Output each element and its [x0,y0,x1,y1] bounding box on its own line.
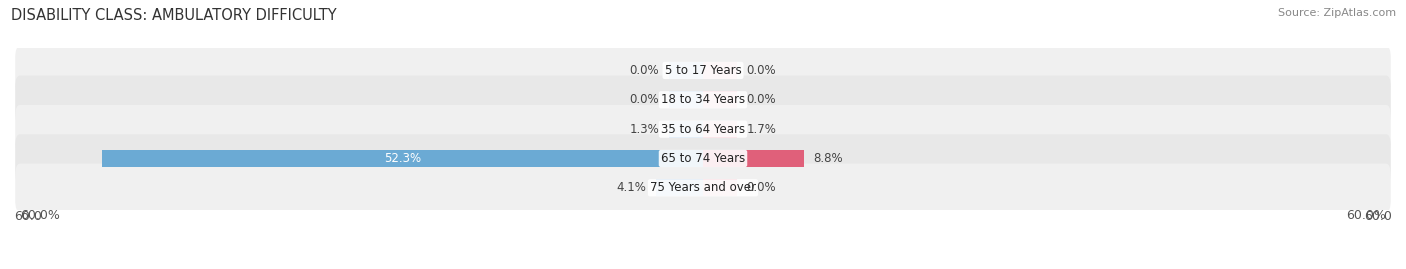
FancyBboxPatch shape [15,164,1391,212]
Text: 1.7%: 1.7% [747,123,776,136]
Text: DISABILITY CLASS: AMBULATORY DIFFICULTY: DISABILITY CLASS: AMBULATORY DIFFICULTY [11,8,337,23]
Text: 52.3%: 52.3% [384,152,422,165]
Text: 60.0%: 60.0% [1347,209,1386,222]
FancyBboxPatch shape [15,76,1391,124]
FancyBboxPatch shape [15,105,1391,153]
Text: 18 to 34 Years: 18 to 34 Years [661,93,745,106]
Bar [703,150,804,167]
Text: 65 to 74 Years: 65 to 74 Years [661,152,745,165]
Text: 8.8%: 8.8% [813,152,842,165]
Text: 60.0: 60.0 [1364,210,1392,223]
Bar [703,62,738,79]
Legend: Male, Female: Male, Female [638,266,768,269]
Text: 1.3%: 1.3% [630,123,659,136]
Text: 4.1%: 4.1% [617,181,647,194]
Text: 60.0: 60.0 [14,210,42,223]
Text: Source: ZipAtlas.com: Source: ZipAtlas.com [1278,8,1396,18]
Text: 0.0%: 0.0% [630,93,659,106]
Bar [703,121,738,138]
Text: 0.0%: 0.0% [630,64,659,77]
Text: 35 to 64 Years: 35 to 64 Years [661,123,745,136]
FancyBboxPatch shape [15,46,1391,95]
Bar [669,62,703,79]
Text: 5 to 17 Years: 5 to 17 Years [665,64,741,77]
Text: 75 Years and over: 75 Years and over [650,181,756,194]
Text: 0.0%: 0.0% [747,181,776,194]
Text: 0.0%: 0.0% [747,93,776,106]
Bar [103,150,703,167]
Bar [703,179,738,196]
Bar [669,121,703,138]
Text: 0.0%: 0.0% [747,64,776,77]
FancyBboxPatch shape [15,134,1391,183]
Bar [703,91,738,108]
Bar [669,91,703,108]
Bar [657,179,703,196]
Text: 60.0%: 60.0% [20,209,59,222]
